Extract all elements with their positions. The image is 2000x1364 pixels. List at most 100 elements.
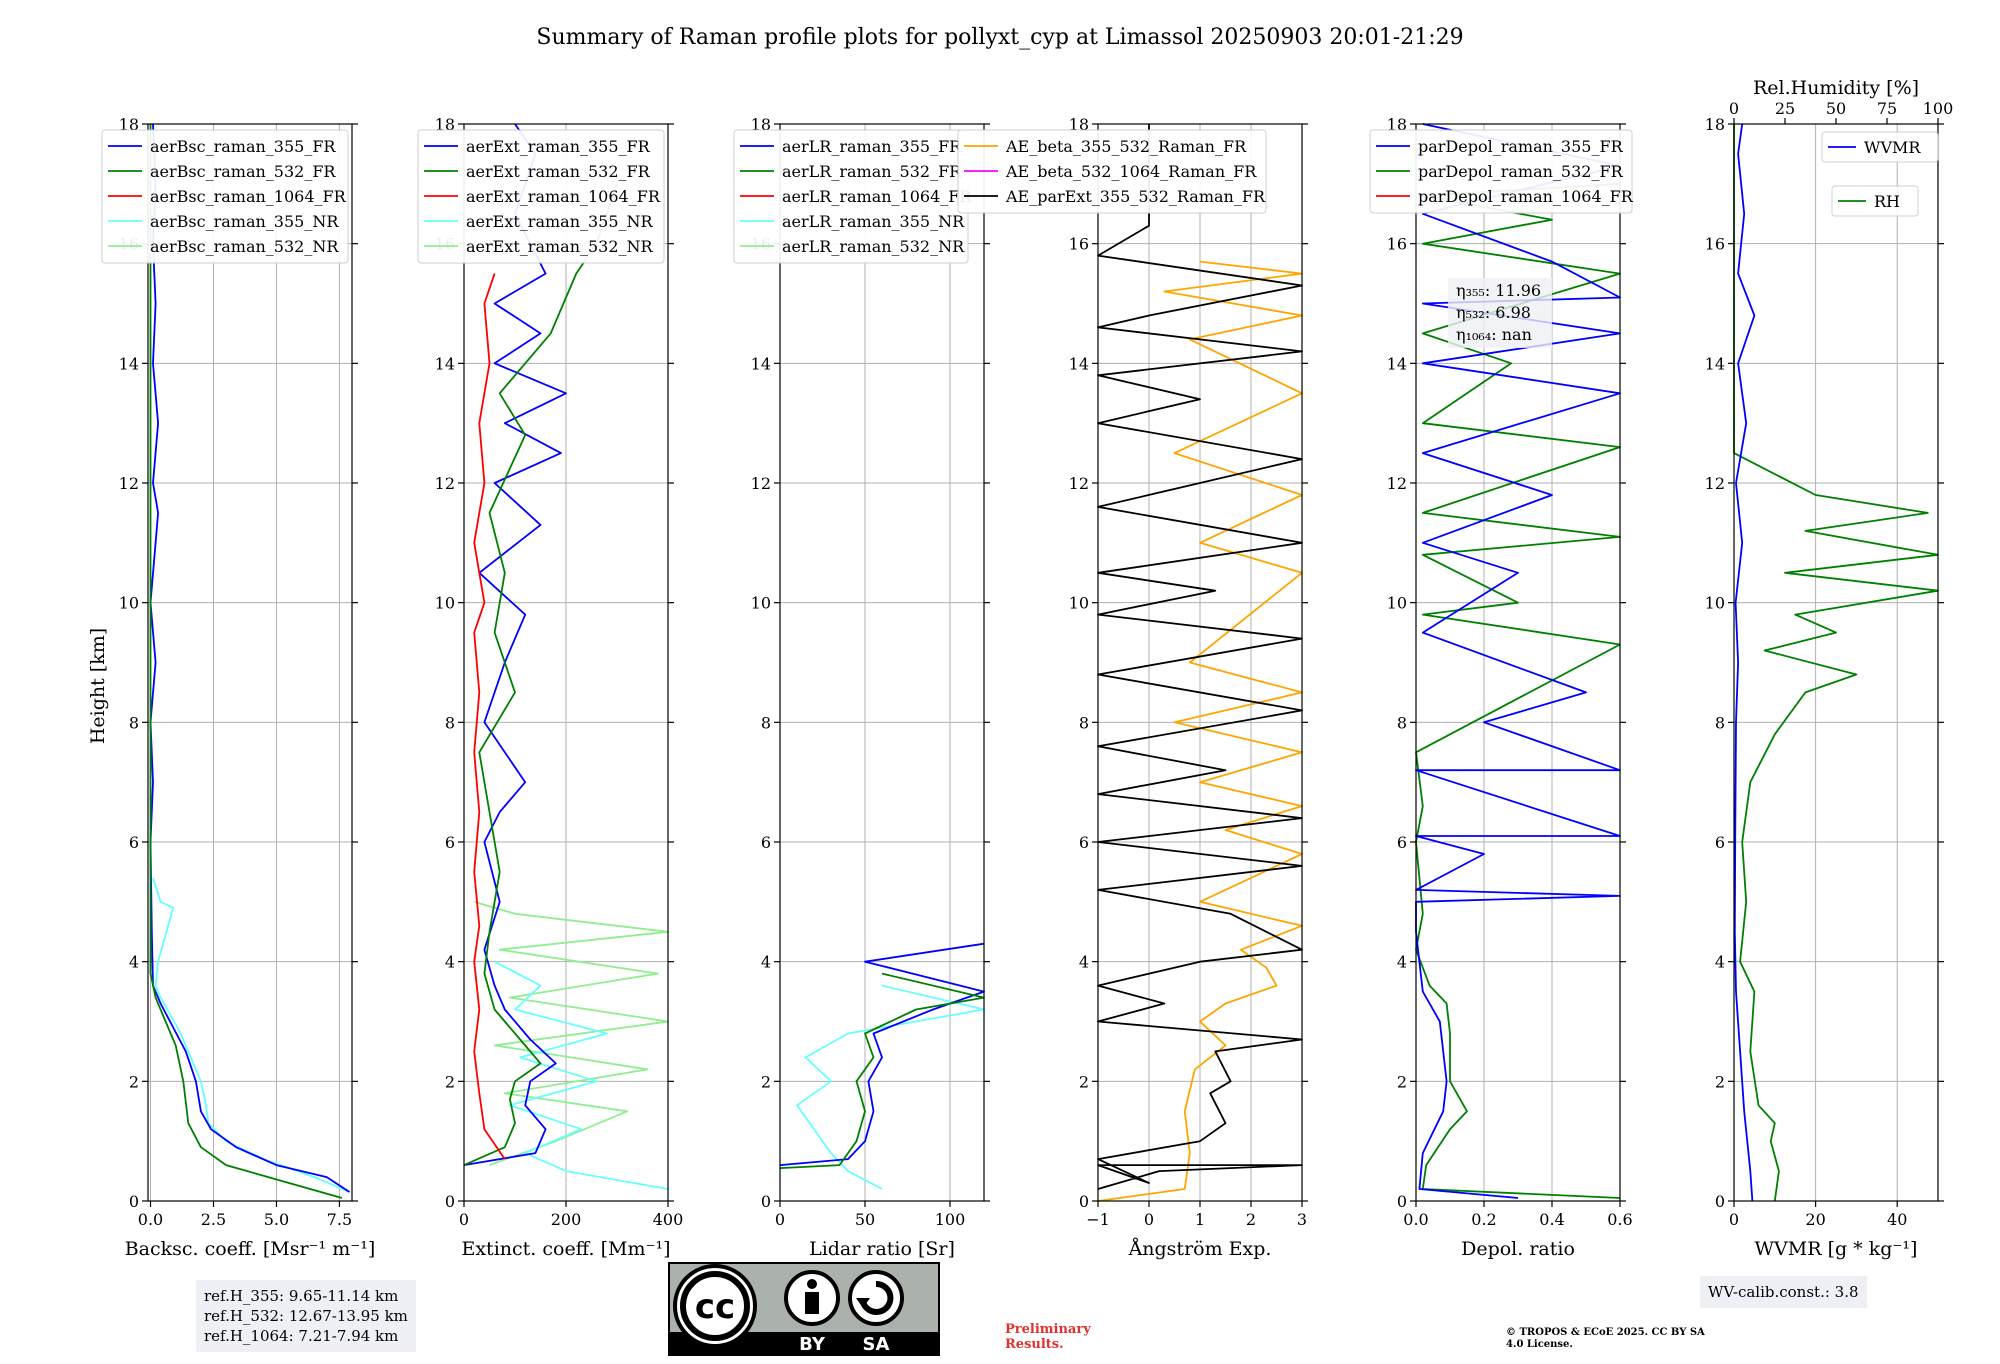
- y-tick-label: 6: [1079, 833, 1089, 852]
- legend-entry: aerBsc_raman_1064_FR: [150, 187, 347, 206]
- top-x-tick-label: 75: [1877, 99, 1897, 118]
- x-axis-label: Extinct. coeff. [Mm⁻¹]: [461, 1238, 670, 1260]
- series-line-AE_beta_355_532_Raman_FR: [1097, 260, 1303, 1202]
- y-tick-label: 8: [129, 713, 139, 732]
- wv-calib-text: WV-calib.const.: 3.8: [1708, 1283, 1859, 1301]
- x-axis-label: Backsc. coeff. [Msr⁻¹ m⁻¹]: [125, 1238, 376, 1260]
- wv-calib-box: WV-calib.const.: 3.8: [1700, 1276, 1867, 1308]
- x-tick-label: 7.5: [327, 1210, 352, 1229]
- x-tick-label: 400: [653, 1210, 684, 1229]
- series-line-aerExt_raman_355_FR: [463, 123, 567, 1166]
- y-tick-label: 8: [1397, 713, 1407, 732]
- y-tick-label: 6: [445, 833, 455, 852]
- x-tick-label: 1: [1195, 1210, 1205, 1229]
- panel-ext: 0246810121416180200400Extinct. coeff. [M…: [417, 115, 684, 1260]
- x-tick-label: 100: [935, 1210, 966, 1229]
- y-axis-label: Height [km]: [87, 628, 109, 744]
- y-tick-label: 10: [1705, 594, 1725, 613]
- series-line-aerExt_raman_532_FR: [463, 183, 618, 1166]
- y-tick-label: 0: [129, 1192, 139, 1211]
- legend-entry: AE_beta_532_1064_Raman_FR: [1005, 162, 1257, 181]
- eta-annotation-box: [1448, 278, 1552, 348]
- series-line-WVMR: [1733, 123, 1756, 1202]
- legend-entry: aerExt_raman_532_NR: [466, 237, 654, 256]
- x-tick-label: 0.2: [1471, 1210, 1496, 1229]
- legend-box: [1369, 129, 1633, 214]
- y-tick-label: 12: [751, 474, 771, 493]
- plot-frame: [1733, 123, 1939, 1202]
- y-tick-label: 6: [761, 833, 771, 852]
- legend-entry: aerBsc_raman_355_FR: [150, 137, 336, 156]
- y-tick-label: 12: [119, 474, 139, 493]
- y-tick-label: 10: [751, 594, 771, 613]
- legend-entry: aerLR_raman_532_NR: [782, 237, 965, 256]
- y-tick-label: 2: [129, 1072, 139, 1091]
- y-tick-label: 18: [751, 115, 771, 134]
- y-tick-label: 2: [1397, 1072, 1407, 1091]
- y-tick-label: 6: [1397, 833, 1407, 852]
- y-tick-label: 2: [761, 1072, 771, 1091]
- y-tick-label: 2: [445, 1072, 455, 1091]
- legend-box: [101, 129, 349, 264]
- y-tick-label: 8: [1079, 713, 1089, 732]
- y-tick-label: 10: [119, 594, 139, 613]
- y-tick-label: 10: [1069, 594, 1089, 613]
- series-line-aerExt_raman_355_NR: [494, 960, 669, 1190]
- y-tick-label: 14: [751, 354, 771, 373]
- y-tick-label: 4: [445, 953, 455, 972]
- legend-entry: aerBsc_raman_532_FR: [150, 162, 336, 181]
- plot-frame: [779, 123, 985, 1202]
- y-tick-label: 16: [1069, 235, 1089, 254]
- plot-frame: [147, 123, 353, 1202]
- legend-entry: parDepol_raman_532_FR: [1418, 162, 1624, 181]
- legend-entry: RH: [1874, 192, 1900, 211]
- legend-box: [957, 129, 1267, 214]
- legend-entry: aerExt_raman_355_NR: [466, 212, 654, 231]
- x-tick-label: 2: [1246, 1210, 1256, 1229]
- legend-box: [1821, 131, 1939, 163]
- legend-entry: aerLR_raman_532_FR: [782, 162, 962, 181]
- top-x-tick-label: 100: [1923, 99, 1954, 118]
- y-tick-label: 0: [1715, 1192, 1725, 1211]
- figure-title: Summary of Raman profile plots for polly…: [536, 25, 1463, 50]
- y-tick-label: 12: [1705, 474, 1725, 493]
- panel-depol: 0 2 4 6 8 10 12 14 16 18 0.0 0.2 0.4 0.6 Depol. ratio p…: [1369, 115, 1634, 1260]
- cc-text: cc: [695, 1287, 735, 1327]
- y-tick-label: 18: [1069, 115, 1089, 134]
- x-axis-label: WVMR [g * kg⁻¹]: [1755, 1238, 1918, 1260]
- x-tick-label: 2.5: [201, 1210, 226, 1229]
- x-tick-label: 0: [775, 1210, 785, 1229]
- x-tick-label: 200: [551, 1210, 582, 1229]
- y-tick-label: 14: [1705, 354, 1725, 373]
- y-tick-label: 18: [435, 115, 455, 134]
- y-tick-label: 6: [129, 833, 139, 852]
- y-tick-label: 4: [1715, 953, 1725, 972]
- legend-entry: aerExt_raman_532_FR: [466, 162, 651, 181]
- top-x-tick-label: 25: [1775, 99, 1795, 118]
- top-x-tick-label: 0: [1729, 99, 1739, 118]
- legend-box: [1831, 185, 1919, 217]
- y-tick-label: 12: [435, 474, 455, 493]
- y-tick-label: 4: [129, 953, 139, 972]
- copyright-label: © TROPOS & ECoE 2025. CC BY SA 4.0 Licen…: [1506, 1327, 1705, 1350]
- y-tick-label: 14: [435, 354, 455, 373]
- y-tick-label: 10: [435, 594, 455, 613]
- x-tick-label: 0.4: [1539, 1210, 1564, 1229]
- y-tick-label: 14: [1069, 354, 1089, 373]
- series-line-aerExt_raman_1064_FR: [473, 273, 506, 1160]
- y-tick-label: 0: [1397, 1192, 1407, 1211]
- y-tick-label: 0: [445, 1192, 455, 1211]
- x-tick-label: 0.0: [1403, 1210, 1428, 1229]
- x-axis-label: Depol. ratio: [1461, 1238, 1575, 1260]
- x-axis-label: Ångström Exp.: [1128, 1238, 1272, 1260]
- x-tick-label: 20: [1805, 1210, 1825, 1229]
- cc-logo-icon: cc BY SA: [670, 1264, 938, 1355]
- x-tick-label: 3: [1297, 1210, 1307, 1229]
- x-axis-label: Lidar ratio [Sr]: [809, 1238, 955, 1260]
- ref-height-box: ref.H_355: 9.65-11.14 km ref.H_532: 12.6…: [196, 1280, 416, 1352]
- plot-frame: [1415, 123, 1621, 1202]
